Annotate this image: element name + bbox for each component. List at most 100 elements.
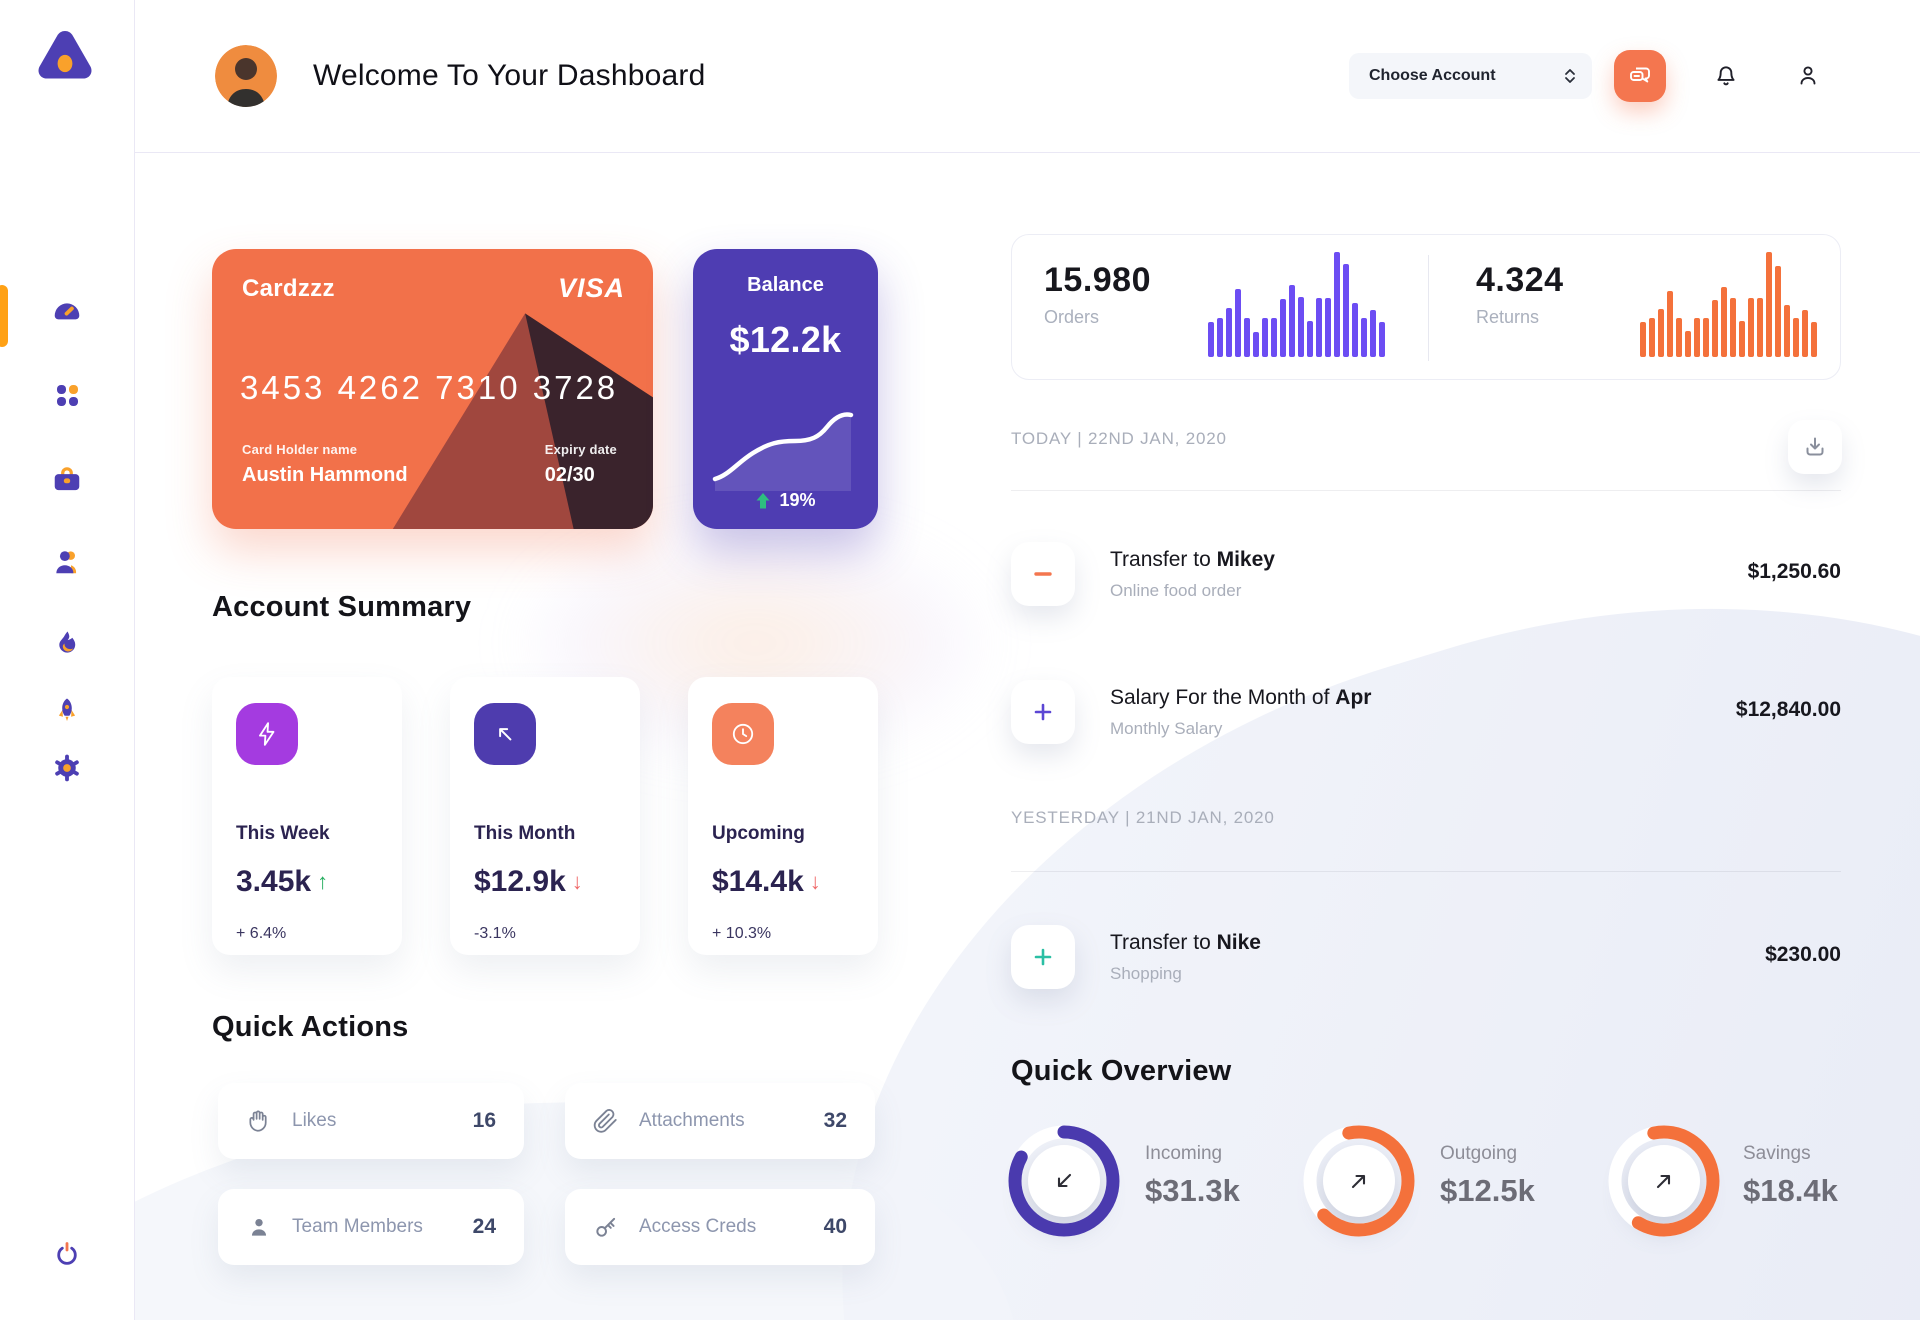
card-nickname: Cardzzz [242,275,335,302]
savings-ring [1606,1123,1722,1239]
quick-action-label: Likes [292,1110,337,1131]
orders-sparkline [1208,252,1388,357]
person-icon [1800,66,1816,85]
flame-icon [59,631,76,653]
download-button[interactable] [1788,420,1842,474]
incoming-ring [1006,1123,1122,1239]
quick-action-label: Access Creds [639,1216,757,1237]
logout-button[interactable] [47,1234,87,1274]
quick-action-attachments[interactable]: Attachments 32 [565,1083,875,1159]
quick-action-access-creds[interactable]: Access Creds 40 [565,1189,875,1265]
returns-value: 4.324 [1476,261,1564,299]
lightning-icon [236,703,298,765]
card-expiry-label: Expiry date [544,442,617,457]
chat-button[interactable] [1614,50,1666,102]
card-expiry-block: Expiry date 02/30 [545,442,617,487]
notifications-button[interactable] [1704,54,1748,98]
summary-label: This Month [474,823,576,844]
download-icon [1806,437,1824,456]
visa-logo: VISA [557,273,625,303]
transaction-subtitle: Shopping [1110,964,1182,983]
outgoing-ring [1301,1123,1417,1239]
sidebar-item-work[interactable] [47,460,87,500]
credit-card: Cardzzz VISA 3453 4262 7310 3728 Card Ho… [212,249,653,529]
quick-action-likes[interactable]: Likes 16 [218,1083,524,1159]
sidebar-item-dashboard[interactable] [47,293,87,333]
card-holder-name: Austin Hammond [242,464,408,486]
summary-delta: + 6.4% [236,925,287,942]
returns-label: Returns [1476,307,1540,327]
profile-button[interactable] [1786,54,1830,98]
app-logo [30,26,100,92]
avatar-image [215,45,277,107]
transaction-amount: $1,250.60 [1747,560,1841,583]
summary-delta: + 10.3% [712,925,772,942]
member-icon [251,1218,267,1236]
briefcase-icon [54,467,80,491]
card-number: 3453 4262 7310 3728 [240,369,619,406]
page-title: Welcome To Your Dashboard [313,59,706,92]
transactions-date-today: TODAY | 22ND JAN, 2020 [1011,429,1227,448]
balance-card: Balance $12.2k 19% [693,249,878,529]
trend-up-arrow: ↑ [317,869,329,894]
chat-bubbles-icon [1630,67,1650,83]
quick-action-team-members[interactable]: Team Members 24 [218,1189,524,1265]
card-expiry-date: 02/30 [544,464,595,486]
sidebar-item-launch[interactable] [47,690,87,730]
dashboard-gauge-icon [54,303,80,320]
sidebar-item-apps[interactable] [47,375,87,415]
top-header: Welcome To Your Dashboard Choose Account [135,0,1920,153]
balance-trend-chart [712,412,854,491]
transaction-row-salary[interactable]: Salary For the Month of Apr Monthly Sala… [1011,680,1841,744]
bell-icon [1717,66,1735,86]
arrow-up-right-icon [1656,1174,1671,1189]
trend-down-arrow: ↓ [809,869,821,894]
transaction-row-nike[interactable]: Transfer to Nike Shopping $230.00 [1011,925,1841,989]
balance-change-value: 19% [779,490,816,510]
balance-label: Balance [747,274,824,296]
balance-change: 19% [693,490,878,511]
divider [1011,490,1841,491]
incoming-label: Incoming [1145,1143,1223,1164]
quick-action-count: 32 [823,1109,847,1132]
arrow-up-left-icon [474,703,536,765]
quick-action-count: 40 [823,1215,847,1238]
card-holder-label: Card Holder name [242,442,358,457]
header-actions: Choose Account [1349,50,1830,102]
plus-icon [1011,680,1075,744]
summary-card-upcoming: Upcoming $14.4k ↓ + 10.3% [688,677,878,955]
orders-value: 15.980 [1044,261,1151,299]
sidebar-item-team[interactable] [47,542,87,582]
clock-icon [712,703,774,765]
outgoing-label: Outgoing [1440,1143,1518,1164]
user-avatar[interactable] [215,45,277,107]
orders-returns-card: 15.980 Orders 4.324 Returns [1011,234,1841,380]
choose-account-select[interactable]: Choose Account [1349,53,1592,99]
clap-icon [249,1110,267,1132]
returns-sparkline [1640,252,1820,357]
savings-label: Savings [1743,1143,1811,1164]
paperclip-icon [593,1109,617,1133]
transaction-subtitle: Online food order [1110,581,1242,600]
transaction-subtitle: Monthly Salary [1110,719,1223,738]
summary-card-this-week: This Week 3.45k ↑ + 6.4% [212,677,402,955]
summary-value: $14.4k ↓ [712,865,821,898]
summary-value: 3.45k ↑ [236,865,329,898]
stats-divider [1428,255,1429,361]
quick-actions-title: Quick Actions [212,1011,409,1043]
sidebar-item-settings[interactable] [47,748,87,788]
user-icon [56,551,77,574]
transaction-row-mikey[interactable]: Transfer to Mikey Online food order $1,2… [1011,542,1841,606]
sidebar-item-activity[interactable] [47,623,87,663]
balance-value: $12.2k [729,319,842,360]
main-content: Cardzzz VISA 3453 4262 7310 3728 Card Ho… [135,153,1920,1320]
card-holder-block: Card Holder name Austin Hammond [242,442,408,487]
minus-icon [1011,542,1075,606]
gear-icon [55,754,79,782]
grid-dots-icon [57,385,78,406]
orders-label: Orders [1044,307,1100,327]
arrow-down-left-icon [1057,1173,1072,1188]
quick-action-label: Team Members [292,1216,423,1237]
transaction-amount: $12,840.00 [1735,698,1841,721]
